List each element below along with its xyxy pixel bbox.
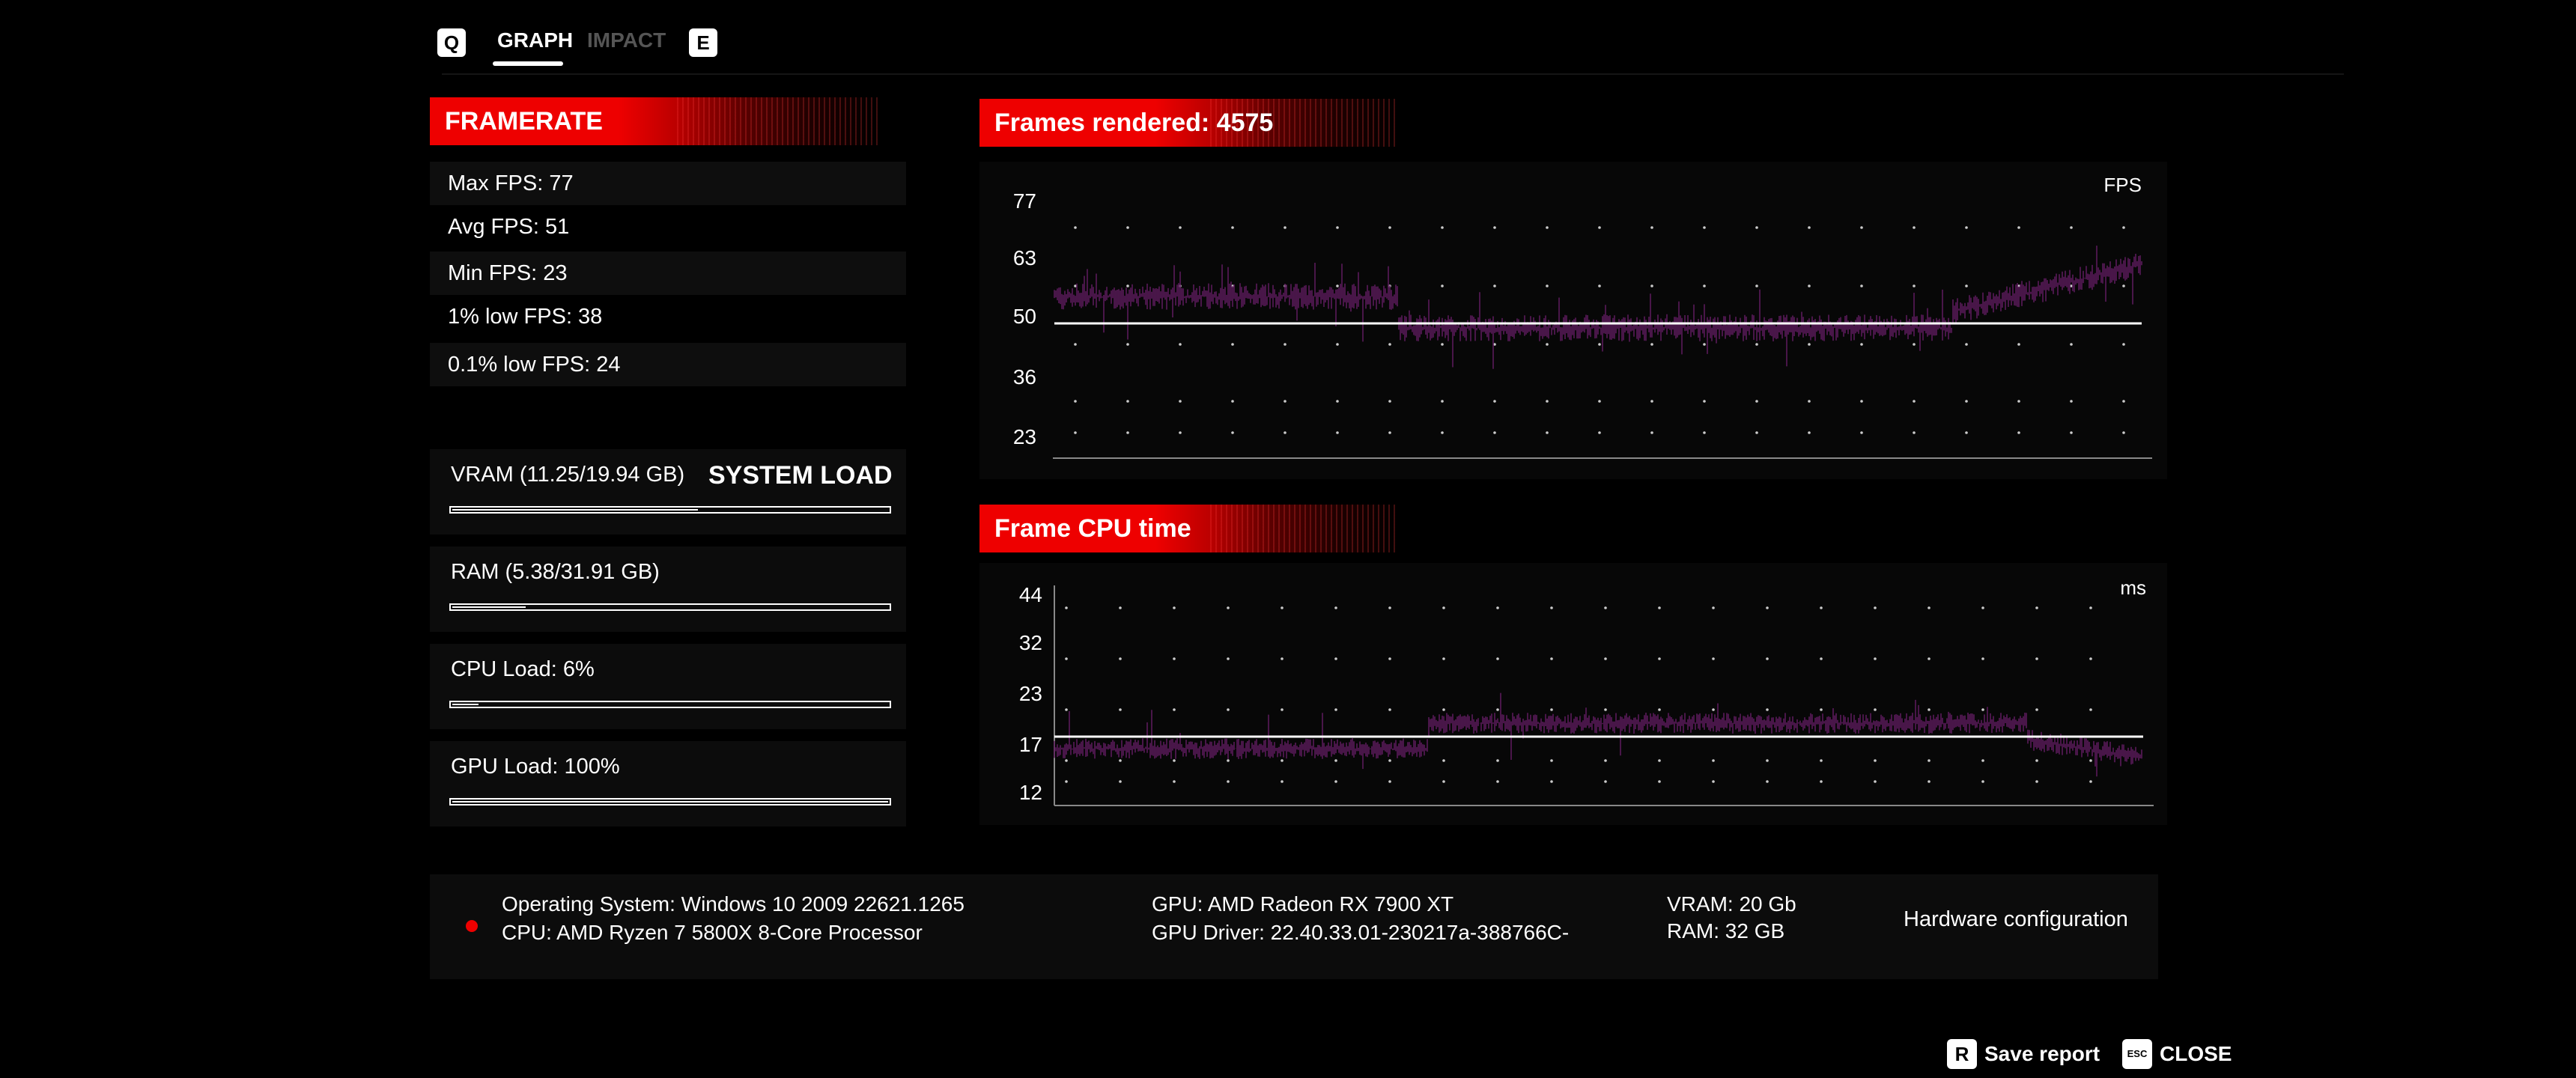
- cpu-unit-label: ms: [2120, 576, 2146, 599]
- close-button[interactable]: CLOSE: [2160, 1042, 2232, 1065]
- fps-tick-23: 23: [1013, 425, 1036, 448]
- cpu-graph-svg: ms 44 32 23 17 12: [1019, 576, 2154, 806]
- fps-graph: FPS 77 63 50 36 23: [979, 162, 2167, 479]
- cpu-tick-44: 44: [1019, 583, 1042, 606]
- fps-graph-svg: FPS 77 63 50 36 23: [1013, 174, 2152, 459]
- stat-01pct-low-fps: 0.1% low FPS: 24: [430, 343, 906, 386]
- load-vram-label: VRAM (11.25/19.94 GB): [451, 463, 685, 487]
- gpu-driver-info: GPU Driver: 22.40.33.01-230217a-388766C-: [1152, 921, 1570, 944]
- gpu-bar: [449, 798, 891, 806]
- system-load-title: SYSTEM LOAD: [708, 461, 893, 490]
- vram-info: VRAM: 20 Gb: [1667, 892, 1796, 916]
- save-report-key[interactable]: R: [1947, 1039, 1977, 1069]
- fps-tick-36: 36: [1013, 365, 1036, 389]
- cpu-time-title: Frame CPU time: [994, 514, 1191, 543]
- cpu-tick-32: 32: [1019, 631, 1042, 654]
- os-info: Operating System: Windows 10 2009 22621.…: [502, 892, 965, 916]
- fps-trace: [1054, 246, 2142, 369]
- status-dot: [466, 920, 478, 932]
- fps-grid-dots: [1074, 226, 2125, 434]
- vram-bar-fill: [452, 509, 698, 511]
- cpu-time-graph: ms 44 32 23 17 12: [979, 563, 2167, 825]
- frames-rendered-header: Frames rendered: 4575: [979, 99, 1399, 147]
- frames-rendered-title: Frames rendered: 4575: [994, 108, 1274, 137]
- active-tab-underline: [493, 61, 563, 66]
- ram-bar: [449, 603, 891, 611]
- stat-1pct-low-fps: 1% low FPS: 38: [448, 305, 603, 329]
- stat-max-fps: Max FPS: 77: [430, 162, 906, 205]
- cpu-bar-fill: [452, 704, 479, 705]
- cpu-trace: [1054, 692, 2142, 777]
- load-vram: VRAM (11.25/19.94 GB) SYSTEM LOAD: [430, 449, 906, 535]
- header-divider: [442, 73, 2344, 75]
- stat-avg-fps: Avg FPS: 51: [448, 215, 570, 239]
- fps-tick-77: 77: [1013, 189, 1036, 213]
- cpu-grid-dots: [1065, 606, 2092, 783]
- gpu-bar-fill: [452, 801, 888, 803]
- next-tab-key[interactable]: E: [689, 28, 717, 57]
- load-gpu: GPU Load: 100%: [430, 741, 906, 826]
- cpu-tick-12: 12: [1019, 781, 1042, 804]
- cpu-tick-17: 17: [1019, 733, 1042, 756]
- gpu-info: GPU: AMD Radeon RX 7900 XT: [1152, 892, 1454, 916]
- cpu-bar: [449, 701, 891, 708]
- load-ram: RAM (5.38/31.91 GB): [430, 546, 906, 632]
- cpu-tick-23: 23: [1019, 682, 1042, 705]
- tab-impact[interactable]: IMPACT: [587, 28, 666, 52]
- load-gpu-label: GPU Load: 100%: [451, 755, 620, 779]
- cpu-time-header: Frame CPU time: [979, 505, 1399, 552]
- ram-bar-fill: [452, 606, 526, 608]
- hardware-configuration-button[interactable]: Hardware configuration: [1904, 907, 2128, 931]
- fps-tick-63: 63: [1013, 246, 1036, 270]
- vram-bar: [449, 506, 891, 514]
- close-key[interactable]: ESC: [2122, 1039, 2152, 1069]
- tab-graph[interactable]: GRAPH: [497, 28, 574, 52]
- load-cpu-label: CPU Load: 6%: [451, 657, 595, 681]
- framerate-title: FRAMERATE: [445, 106, 603, 135]
- fps-unit-label: FPS: [2103, 174, 2142, 196]
- fps-tick-50: 50: [1013, 305, 1036, 328]
- prev-tab-key[interactable]: Q: [437, 28, 466, 57]
- framerate-header: FRAMERATE: [430, 97, 879, 145]
- cpu-info: CPU: AMD Ryzen 7 5800X 8-Core Processor: [502, 921, 923, 944]
- ram-info: RAM: 32 GB: [1667, 919, 1785, 943]
- load-ram-label: RAM (5.38/31.91 GB): [451, 560, 660, 584]
- hardware-info-panel: Operating System: Windows 10 2009 22621.…: [430, 874, 2158, 979]
- load-cpu: CPU Load: 6%: [430, 644, 906, 729]
- stat-min-fps: Min FPS: 23: [430, 252, 906, 295]
- save-report-button[interactable]: Save report: [1984, 1042, 2100, 1065]
